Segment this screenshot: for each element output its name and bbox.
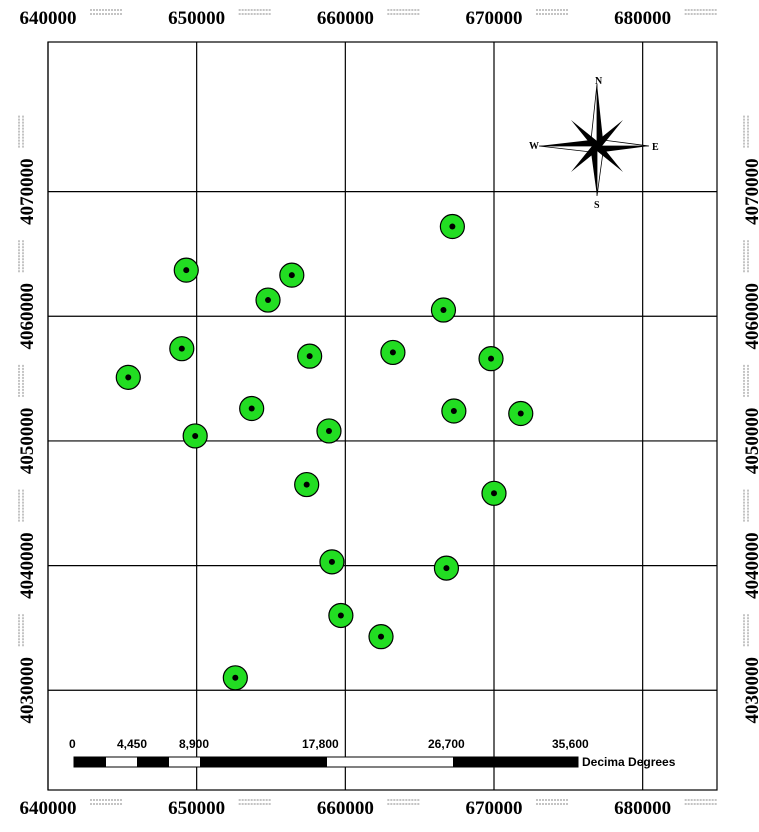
scale-label-4: 26,700 xyxy=(428,737,465,751)
x-tick-label: 640000 xyxy=(20,798,77,819)
sample-point-center xyxy=(183,267,190,274)
y-labels-left: 4070000 4060000 4050000 4040000 4030000 xyxy=(17,115,38,724)
sample-point-center xyxy=(325,427,332,434)
graticule xyxy=(47,42,717,790)
sample-point-center xyxy=(328,558,335,565)
compass-se-arm xyxy=(597,146,623,172)
y-tick-label: 4060000 xyxy=(17,283,38,350)
compass-rose: N S E W xyxy=(529,76,659,211)
compass-n-label: N xyxy=(595,76,603,87)
compass-w-label: W xyxy=(529,141,539,152)
x-tick-label: 650000 xyxy=(168,8,225,29)
scale-bar: 0 4,450 8,900 17,800 26,700 35,600 Decim… xyxy=(69,737,676,769)
sample-point-center xyxy=(192,432,199,439)
compass-west-arm xyxy=(539,140,597,146)
compass-e-label: E xyxy=(652,142,659,153)
scale-label-5: 35,600 xyxy=(552,737,589,751)
sample-point-center xyxy=(303,481,310,488)
compass-north-arm xyxy=(597,84,603,146)
scale-segment-1 xyxy=(74,757,106,767)
y-tick-label: 4050000 xyxy=(17,408,38,475)
sample-point-center xyxy=(378,633,385,640)
sample-point-center xyxy=(389,349,396,356)
sample-point-center xyxy=(306,353,313,360)
sample-point-center xyxy=(450,408,457,415)
scale-segment-4 xyxy=(453,757,578,767)
compass-south-arm xyxy=(591,146,597,196)
sample-point-center xyxy=(449,223,456,230)
y-tick-label: 4040000 xyxy=(742,532,759,599)
x-tick-label: 650000 xyxy=(168,798,225,819)
sample-point-center xyxy=(125,374,132,381)
compass-east-arm xyxy=(597,146,649,152)
scale-label-2: 8,900 xyxy=(179,737,209,751)
compass-s-label: S xyxy=(594,200,600,211)
scale-label-0: 0 xyxy=(69,737,76,751)
scale-label-1: 4,450 xyxy=(117,737,147,751)
sample-point-center xyxy=(440,307,447,314)
x-tick-label: 670000 xyxy=(466,798,523,819)
scale-label-3: 17,800 xyxy=(302,737,339,751)
x-labels-top: 640000 650000 660000 670000 680000 xyxy=(20,8,717,29)
x-tick-label: 660000 xyxy=(317,798,374,819)
compass-nw-arm xyxy=(571,120,597,146)
x-labels-bottom: 640000 650000 660000 670000 680000 xyxy=(20,798,717,819)
sample-point-center xyxy=(248,405,255,412)
y-tick-label: 4060000 xyxy=(742,283,759,350)
y-tick-label: 4030000 xyxy=(17,657,38,724)
scale-units: Decima Degrees xyxy=(582,755,676,769)
scale-segment-2 xyxy=(137,757,169,767)
y-tick-label: 4070000 xyxy=(17,158,38,225)
x-tick-label: 680000 xyxy=(614,8,671,29)
x-tick-label: 660000 xyxy=(317,8,374,29)
sample-point-center xyxy=(488,355,495,362)
sample-point-center xyxy=(443,565,450,572)
y-tick-label: 4070000 xyxy=(742,158,759,225)
sample-point-center xyxy=(232,674,239,681)
sample-point-center xyxy=(265,297,272,304)
sample-point-center xyxy=(517,410,524,417)
y-tick-label: 4040000 xyxy=(17,532,38,599)
compass-ne-arm xyxy=(597,120,623,146)
x-tick-label: 670000 xyxy=(466,8,523,29)
compass-sw-arm xyxy=(571,146,597,172)
x-tick-label: 680000 xyxy=(614,798,671,819)
x-tick-label: 640000 xyxy=(20,8,77,29)
y-labels-right: 4070000 4060000 4050000 4040000 4030000 xyxy=(742,115,759,724)
scale-segment-3 xyxy=(200,757,327,767)
sample-points xyxy=(115,213,534,691)
sample-point-center xyxy=(288,272,295,279)
sample-point-center xyxy=(491,490,497,497)
y-tick-label: 4050000 xyxy=(742,408,759,475)
y-tick-label: 4030000 xyxy=(742,657,759,724)
sample-point-center xyxy=(337,612,344,619)
map-frame xyxy=(47,41,718,791)
sample-point-center xyxy=(178,345,185,352)
